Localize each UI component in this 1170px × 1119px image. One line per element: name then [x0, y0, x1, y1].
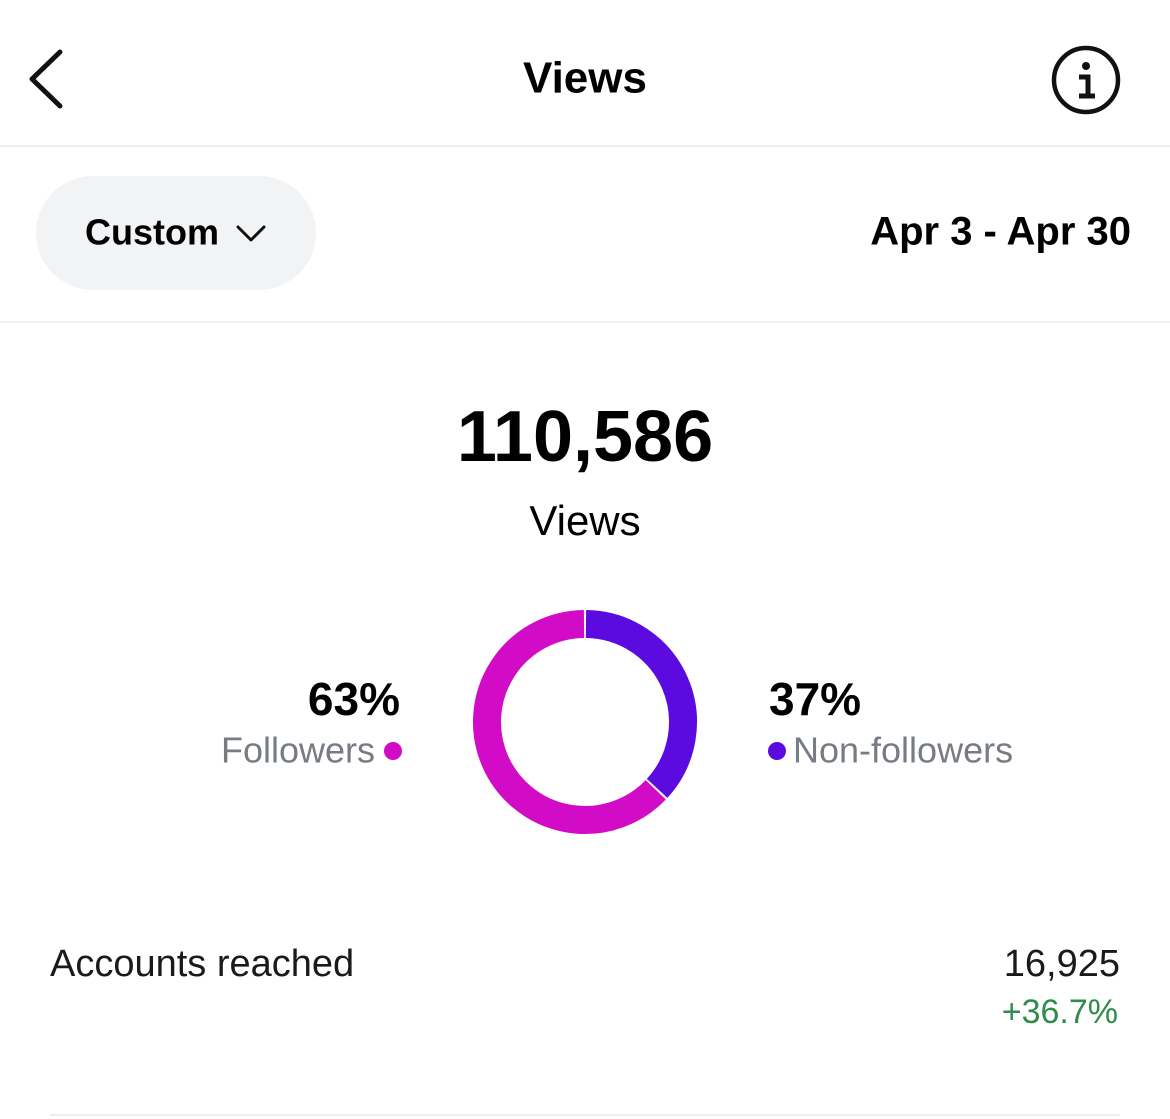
percent-label: 37%	[769, 673, 861, 725]
legend-label: Non-followers	[793, 730, 1013, 771]
custom-dropdown[interactable]: Custom	[36, 176, 316, 290]
header-title: Views	[523, 54, 647, 103]
metric-label: Accounts reached	[50, 943, 354, 985]
total-label: Views	[529, 497, 640, 544]
legend-dot	[384, 742, 402, 760]
metric-change: +36.7%	[1002, 993, 1118, 1031]
info-button[interactable]	[1051, 45, 1121, 115]
donut-chart: 63% Followers 37% Non-followers	[221, 610, 1013, 834]
donut-segment	[473, 610, 666, 834]
dropdown-label: Custom	[85, 212, 219, 253]
legend-dot	[768, 742, 786, 760]
percent-label: 63%	[308, 673, 400, 725]
date-range: Apr 3 - Apr 30	[870, 210, 1131, 254]
legend-label: Followers	[221, 730, 375, 771]
metric-value: 16,925	[1004, 943, 1120, 985]
total-views: 110,586	[457, 397, 713, 477]
donut-segment	[585, 610, 697, 798]
back-button[interactable]	[29, 49, 63, 109]
